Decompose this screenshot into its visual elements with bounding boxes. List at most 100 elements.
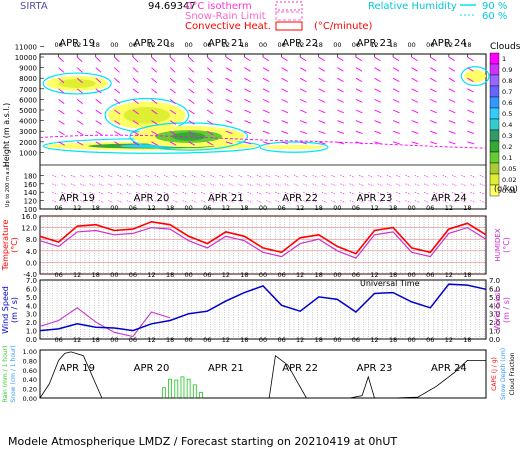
temp-tick-label: 16.0 <box>21 213 37 221</box>
lower-wind-vector <box>191 175 197 178</box>
wind-vector <box>281 77 288 82</box>
hour-tick-label: 12 <box>445 41 453 49</box>
wind-vector <box>169 120 177 125</box>
wind-vector <box>114 67 120 73</box>
rain-axis-label: Rain (mm / 1 hour) <box>2 346 9 403</box>
wind-vector <box>337 88 344 93</box>
wind-vector <box>411 109 419 114</box>
lower-wind-vector <box>154 200 160 203</box>
wind-vector <box>188 109 195 115</box>
lower-wind-vector <box>247 175 253 178</box>
humidex-line <box>39 226 487 259</box>
wind-vector <box>244 98 251 103</box>
legend-snow-rain: Snow-Rain Limit <box>185 11 266 22</box>
lower-tick-label: 140 <box>24 189 37 197</box>
lower-wind-vector <box>368 175 374 178</box>
lower-wind-vector <box>358 191 365 195</box>
wind-vector <box>281 120 289 124</box>
lower-wind-vector <box>80 191 86 195</box>
hour-tick-label: 06 <box>129 204 137 212</box>
lower-wind-vector <box>284 200 290 203</box>
wind-vector <box>411 77 419 82</box>
colorbar-label: 0.4 <box>502 121 512 129</box>
day-label: APR 24 <box>431 363 467 374</box>
legend-isotherm: 0°C isotherm <box>186 1 252 12</box>
wind-vector <box>132 99 139 104</box>
lower-wind-vector <box>173 175 179 178</box>
lower-wind-vector <box>284 183 290 187</box>
hour-tick-label: 18 <box>166 336 174 344</box>
colorbar-label: 1 <box>502 55 506 63</box>
lower-wind-vector <box>303 191 309 195</box>
lower-wind-vector <box>256 191 262 195</box>
wind-vector <box>262 109 270 114</box>
hour-tick-label: 06 <box>352 336 360 344</box>
lower-wind-vector <box>135 175 142 178</box>
lower-wind-vector <box>228 175 235 178</box>
day-label: APR 22 <box>282 193 318 204</box>
lower-wind-vector <box>98 200 104 203</box>
hour-tick-label: 06 <box>426 336 434 344</box>
height-tick-label: 11000 <box>15 43 37 51</box>
wind-vector <box>467 98 474 103</box>
wind-vector <box>244 120 252 124</box>
wind-vector <box>448 98 456 103</box>
temp-tick-label: 0.0 <box>26 259 37 267</box>
height-tick-label: 10000 <box>15 54 37 62</box>
colorbar-label: 0.5 <box>502 110 512 118</box>
height-tick-label: 1000 <box>19 149 37 157</box>
wind-vector <box>151 130 158 136</box>
hour-tick-label: 00 <box>408 204 416 212</box>
temperature-line <box>39 220 487 255</box>
lower-wind-vector <box>228 183 235 187</box>
wind-vector <box>337 141 345 145</box>
wind-vector <box>430 120 437 124</box>
lower-wind-vector <box>256 183 262 187</box>
lower-axis-label: Up to 200 m a.s.l. <box>5 162 11 207</box>
gust-tick-label: 5.0 <box>489 294 500 302</box>
lower-wind-vector <box>98 191 104 195</box>
lower-wind-vector <box>98 183 104 187</box>
wind-tick-label: 6.0 <box>26 285 37 293</box>
wind-vector <box>225 67 233 72</box>
wind-vector <box>207 130 214 136</box>
rh-contour <box>129 122 249 151</box>
wind-vector <box>430 67 437 72</box>
lower-wind-vector <box>331 183 337 187</box>
hour-tick-label: 18 <box>166 204 174 212</box>
hour-tick-label: 06 <box>277 41 285 49</box>
wind-tick-label: 1.0 <box>26 328 37 336</box>
wind-vector <box>411 67 418 72</box>
hour-tick-label: 12 <box>147 271 155 279</box>
wind-vector <box>392 88 400 93</box>
isotherm-line <box>39 134 487 149</box>
lower-wind-vector <box>442 175 448 178</box>
gust-tick-label: 1.0 <box>489 328 500 336</box>
hour-tick-label: 18 <box>389 41 397 49</box>
wind-vector <box>95 99 102 104</box>
lower-wind-vector <box>386 183 393 187</box>
lower-wind-vector <box>396 191 402 195</box>
lower-wind-vector <box>135 200 142 203</box>
wind-vector <box>58 99 65 104</box>
wind-vector <box>355 98 363 103</box>
wind-vector <box>225 109 233 114</box>
wind-vector <box>58 88 65 94</box>
lower-wind-vector <box>191 191 197 195</box>
cloudfrac-axis-label: Cloud Fraction <box>509 352 516 395</box>
lower-wind-vector <box>461 200 467 203</box>
wind-tick-label: 2.0 <box>26 319 37 327</box>
hour-tick-label: 18 <box>92 271 100 279</box>
wind-vector <box>132 141 140 146</box>
day-label: APR 23 <box>357 38 393 49</box>
hour-tick-label: 00 <box>259 41 267 49</box>
height-tick-label: 8000 <box>19 75 37 83</box>
cloud-fraction-line <box>39 351 486 399</box>
colorbar-label: 0.3 <box>502 132 512 140</box>
hour-tick-label: 06 <box>352 41 360 49</box>
lower-wind-vector <box>293 183 300 187</box>
lower-wind-vector <box>349 200 355 203</box>
lower-wind-vector <box>396 183 402 187</box>
hour-tick-label: 12 <box>73 204 81 212</box>
wind-vector <box>337 56 344 62</box>
